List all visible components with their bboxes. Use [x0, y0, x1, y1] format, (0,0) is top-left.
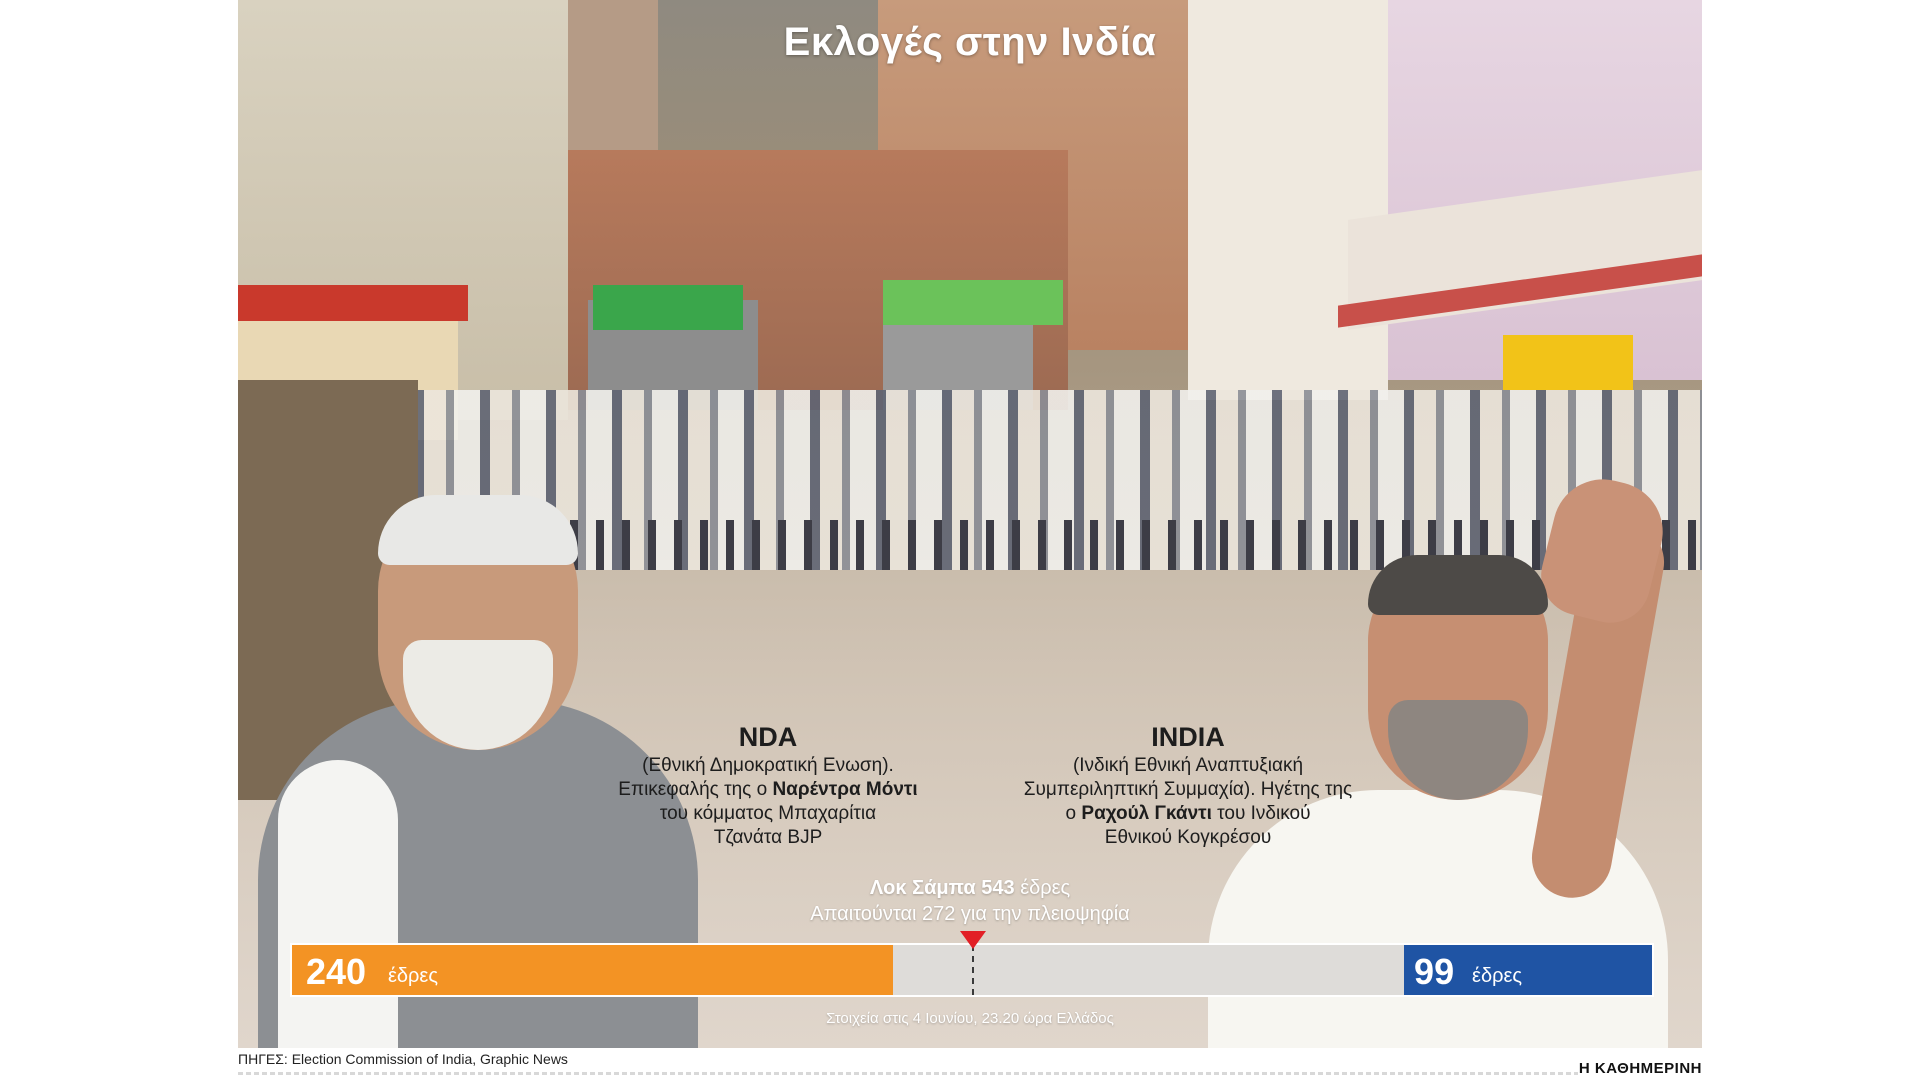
nda-line1: (Εθνική Δημοκρατική Ενωση). — [642, 755, 894, 776]
nda-line2-pre: Επικεφαλής της ο — [618, 779, 773, 800]
lok-sabha-info: Λοκ Σάμπα 543 έδρες Απαιτούνται 272 για … — [238, 875, 1702, 927]
india-line3: ο Ραχούλ Γκάντι του Ινδικού — [978, 802, 1398, 826]
india-line4: Εθνικού Κογκρέσου — [1104, 827, 1272, 848]
shop-sign-left — [238, 285, 468, 321]
nda-description: NDA (Εθνική Δημοκρατική Ενωση). Επικεφαλ… — [588, 722, 948, 850]
data-timestamp-note: Στοιχεία στις 4 Ιουνίου, 23.20 ώρα Ελλάδ… — [826, 1010, 1114, 1027]
building-white — [1188, 0, 1388, 400]
infographic-title: Εκλογές στην Ινδία — [783, 20, 1157, 64]
modi-figure-shirt — [278, 760, 398, 1048]
india-line1: (Ινδική Εθνική Αναπτυξιακή — [1072, 755, 1304, 776]
nda-line2: Επικεφαλής της ο Ναρέντρα Μόντι — [588, 778, 948, 802]
lok-sabha-seats: 543 — [981, 877, 1015, 899]
modi-figure-hair — [378, 495, 578, 565]
lok-sabha-seats-line: Λοκ Σάμπα 543 έδρες — [238, 875, 1702, 901]
infographic-photo-panel: Εκλογές στην Ινδία NDA (Εθνική Δημοκρατι… — [238, 0, 1702, 1048]
lok-sabha-name: Λοκ Σάμπα — [869, 877, 976, 899]
india-leader-name: Ραχούλ Γκάντι — [1081, 803, 1212, 824]
india-seat-count: 99 — [1414, 951, 1455, 992]
footer-rule — [238, 1072, 1578, 1075]
india-seat-label: έδρες — [1472, 965, 1523, 987]
nda-name: NDA — [738, 722, 798, 752]
india-seat-segment: 99 έδρες — [1404, 945, 1652, 995]
india-description: INDIA (Ινδική Εθνική Αναπτυξιακή Συμπερι… — [978, 722, 1398, 850]
majority-marker-line — [972, 945, 975, 995]
nda-seat-segment: 240 έδρες — [292, 945, 894, 995]
green-awning-right — [883, 280, 1063, 325]
india-line3-post: του Ινδικού — [1211, 803, 1311, 824]
india-line3-pre: ο — [1065, 803, 1082, 824]
india-name: INDIA — [1151, 722, 1225, 752]
school-bus — [1503, 335, 1633, 390]
nda-line3: του κόμματος Μπαχαρίτια — [659, 803, 877, 824]
majority-marker-triangle — [960, 931, 987, 949]
majority-requirement: Απαιτούνται 272 για την πλειοψηφία — [810, 903, 1130, 925]
sources-credit: ΠΗΓΕΣ: Election Commission of India, Gra… — [238, 1051, 568, 1067]
nda-leader-name: Ναρέντρα Μόντι — [772, 779, 918, 800]
seat-bar: 240 έδρες 99 έδρες — [290, 931, 1654, 997]
nda-seat-label: έδρες — [388, 965, 438, 987]
green-awning-left — [593, 285, 743, 330]
india-line2: Συμπεριληπτική Συμμαχία). Ηγέτης της — [1023, 779, 1353, 800]
nda-line4: Τζανάτα BJP — [713, 827, 823, 848]
gandhi-figure-hair — [1368, 555, 1548, 615]
publisher-brand: Η ΚΑΘΗΜΕΡΙΝΗ — [1578, 1060, 1702, 1077]
lok-sabha-seats-label: έδρες — [1020, 877, 1071, 899]
nda-seat-count: 240 — [306, 951, 367, 992]
